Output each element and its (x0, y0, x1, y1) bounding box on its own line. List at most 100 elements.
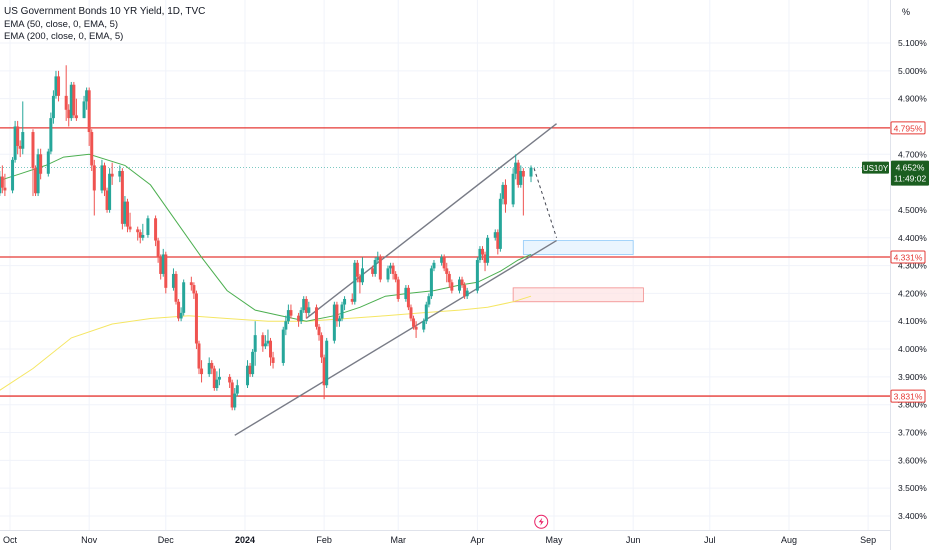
candle-body (64, 95, 68, 110)
candle-body (422, 321, 426, 330)
price-tick-label: 5.000% (898, 66, 927, 76)
candle-body (18, 145, 22, 149)
symbol-badge[interactable] (862, 161, 889, 174)
candle-body (182, 282, 186, 313)
channel-upper-line[interactable] (305, 123, 557, 320)
candle-body (521, 170, 525, 177)
candle-body (171, 273, 175, 288)
level-badge[interactable] (890, 389, 926, 403)
candle-body (376, 257, 380, 261)
price-scale-unit[interactable]: % (901, 7, 910, 17)
candle-body (445, 268, 449, 274)
level-badge[interactable] (890, 250, 926, 264)
level-badge[interactable] (890, 121, 926, 135)
candle-body (177, 301, 181, 319)
candle-body (210, 362, 214, 369)
candle-body (154, 218, 158, 241)
candle-body (200, 368, 204, 375)
candle-body (235, 385, 239, 394)
candle-body (141, 234, 145, 238)
candle-body (67, 109, 71, 119)
candle-body (228, 376, 232, 383)
candle-body (92, 165, 96, 191)
candle-body (440, 257, 444, 263)
candle-body (266, 340, 270, 344)
candle-body (503, 184, 507, 205)
channel-lines[interactable] (234, 123, 558, 436)
candle-body (246, 365, 250, 386)
legend-ema50[interactable]: EMA (50, close, 0, EMA, 5) (4, 18, 119, 30)
candle-body (233, 393, 237, 408)
candle-body (322, 357, 326, 386)
candle-body (85, 90, 89, 102)
candle-body (340, 304, 344, 319)
candle-body (386, 268, 390, 280)
horizontal-levels[interactable] (0, 127, 890, 397)
price-tick-label: 4.100% (898, 316, 927, 326)
current-price-badge[interactable] (891, 160, 929, 186)
candle-body (465, 290, 469, 297)
candle-body (343, 298, 347, 305)
candle-body (100, 165, 104, 191)
candle-body (69, 84, 73, 119)
price-tick-label: 3.800% (898, 400, 927, 410)
candle-body (447, 273, 451, 283)
time-tick-label: Aug (781, 535, 797, 545)
candle-body (253, 335, 257, 352)
time-tick-label: Jun (626, 535, 641, 545)
candle-body (54, 76, 58, 96)
candle-body (460, 279, 464, 286)
candle-body (161, 254, 165, 274)
candle-body (269, 340, 273, 358)
price-axis[interactable]: 5.100% 5.000% 4.900% 4.700% 4.500% 4.400% 4.30… (890, 0, 932, 550)
candle-body (72, 84, 76, 116)
overlays: US10Y (534, 161, 889, 529)
candle-body (271, 357, 275, 363)
candle-body (396, 279, 400, 299)
time-tick-label: Nov (81, 535, 98, 545)
candle-body (110, 173, 114, 177)
candle-body (164, 254, 168, 288)
time-tick-label: 2024 (235, 535, 255, 545)
legend-ema200[interactable]: EMA (200, close, 0, EMA, 5) (4, 31, 124, 42)
candle-body (0, 176, 2, 194)
price-tick-label: 3.700% (898, 428, 927, 438)
blue-zone (522, 240, 634, 255)
time-tick-label: Sep (860, 535, 876, 545)
red-zone (512, 287, 644, 303)
time-axis[interactable]: Oct Nov Dec 2024 Feb Mar Apr May Jun Jul Aug Sep (0, 530, 890, 546)
candle-body (427, 296, 431, 305)
price-tick-label: 4.300% (898, 261, 927, 271)
candle-body (179, 312, 183, 319)
candle-body (118, 170, 122, 177)
channel-lower-line[interactable] (234, 239, 557, 436)
candle-body (299, 310, 303, 322)
candle-body (11, 159, 15, 191)
candle-body (82, 101, 86, 119)
candle-body (207, 362, 211, 375)
candle-body (212, 368, 216, 389)
time-tick-label: Oct (3, 535, 18, 545)
candle-body (251, 351, 255, 375)
candle-body (371, 268, 375, 274)
candle-body (105, 190, 109, 210)
candle-body (281, 329, 285, 363)
candle-body (442, 257, 446, 269)
candle-body (404, 287, 408, 299)
candle-body (496, 232, 500, 249)
time-tick-label: Dec (158, 535, 175, 545)
candle-body (146, 218, 150, 235)
candle-body (332, 304, 336, 341)
candle-body (529, 167, 533, 177)
candle-body (189, 282, 193, 286)
candle-body (36, 154, 40, 194)
candle-body (87, 90, 91, 133)
candle-body (289, 310, 293, 316)
legend-title[interactable]: US Government Bonds 10 YR Yield, 1D, TVC (4, 6, 206, 17)
candle-body (414, 326, 418, 330)
candle-body (511, 173, 515, 205)
candle-body (514, 162, 518, 174)
ema50-line (0, 153, 532, 322)
projection-line[interactable] (533, 168, 558, 238)
